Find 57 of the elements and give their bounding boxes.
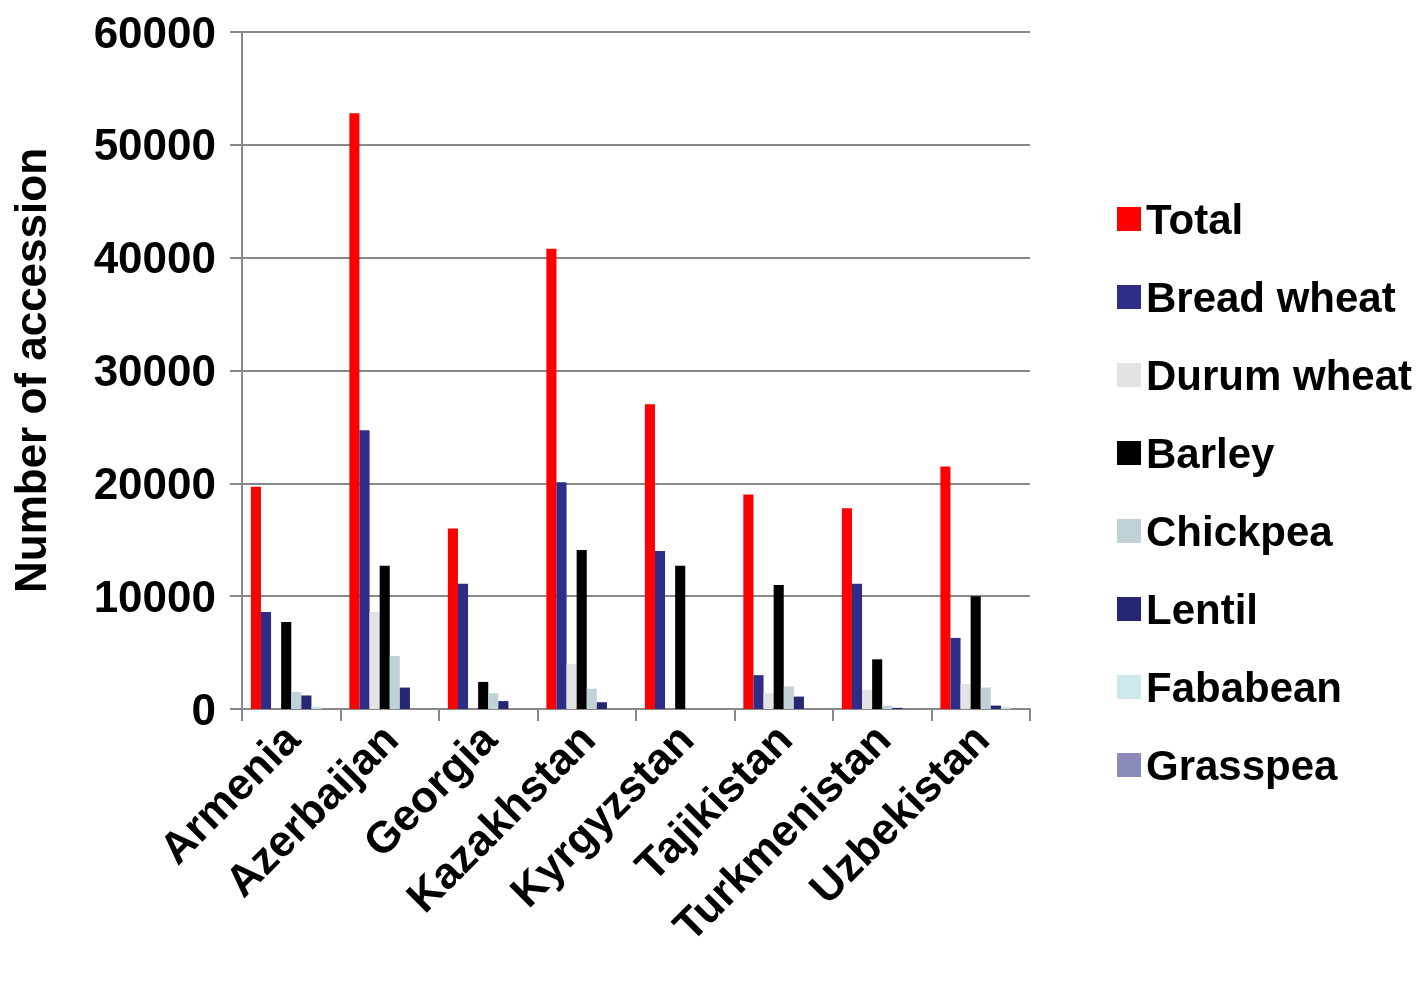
bar (783, 686, 794, 709)
bar (379, 565, 390, 709)
bar (576, 549, 587, 709)
y-tick-label: 40000 (93, 233, 216, 283)
bar (349, 113, 360, 709)
bar (940, 466, 951, 709)
bar (773, 584, 784, 709)
bar (753, 675, 764, 709)
bar (793, 696, 804, 709)
bar (960, 684, 971, 709)
legend-label: Chickpea (1145, 507, 1334, 555)
bar (389, 655, 400, 709)
bar (359, 430, 370, 709)
bar (596, 702, 607, 709)
bar (841, 508, 852, 709)
bar (675, 565, 686, 709)
legend-label: Grasspea (1145, 741, 1339, 789)
bar (950, 637, 961, 709)
bar (291, 692, 302, 709)
legend-label: Fababean (1145, 663, 1343, 711)
bar (250, 486, 261, 709)
legend-label: Barley (1145, 429, 1276, 477)
legend-label: Lentil (1145, 585, 1258, 633)
bar (644, 404, 655, 709)
bar (546, 248, 557, 709)
bar (851, 583, 863, 709)
bar (763, 693, 774, 709)
bar (556, 482, 567, 709)
y-tick-label: 0 (191, 684, 216, 734)
bar (970, 596, 981, 709)
y-tick-label: 60000 (93, 7, 216, 57)
bar (488, 693, 499, 709)
bar (586, 688, 597, 709)
y-axis-title: Number of accession (5, 147, 55, 594)
bar (980, 687, 991, 709)
y-tick-label: 50000 (93, 120, 216, 170)
y-tick-label: 20000 (93, 458, 216, 508)
bar (566, 663, 577, 709)
bar (260, 611, 272, 709)
legend-label: Durum wheat (1145, 351, 1413, 399)
y-tick-label: 30000 (93, 346, 216, 395)
bar (498, 701, 509, 709)
bar (369, 611, 380, 709)
y-tick-label: 10000 (93, 571, 216, 621)
bar (311, 706, 322, 709)
bar (447, 528, 458, 709)
bar (457, 583, 469, 709)
bar (743, 494, 754, 709)
bar (478, 681, 489, 709)
legend-label: Total (1145, 195, 1244, 243)
bar (301, 695, 312, 709)
bar (862, 689, 873, 709)
bar (872, 659, 883, 709)
bar (654, 551, 666, 709)
legend-label: Bread wheat (1145, 273, 1396, 321)
bar (399, 687, 410, 709)
bar (281, 622, 292, 709)
